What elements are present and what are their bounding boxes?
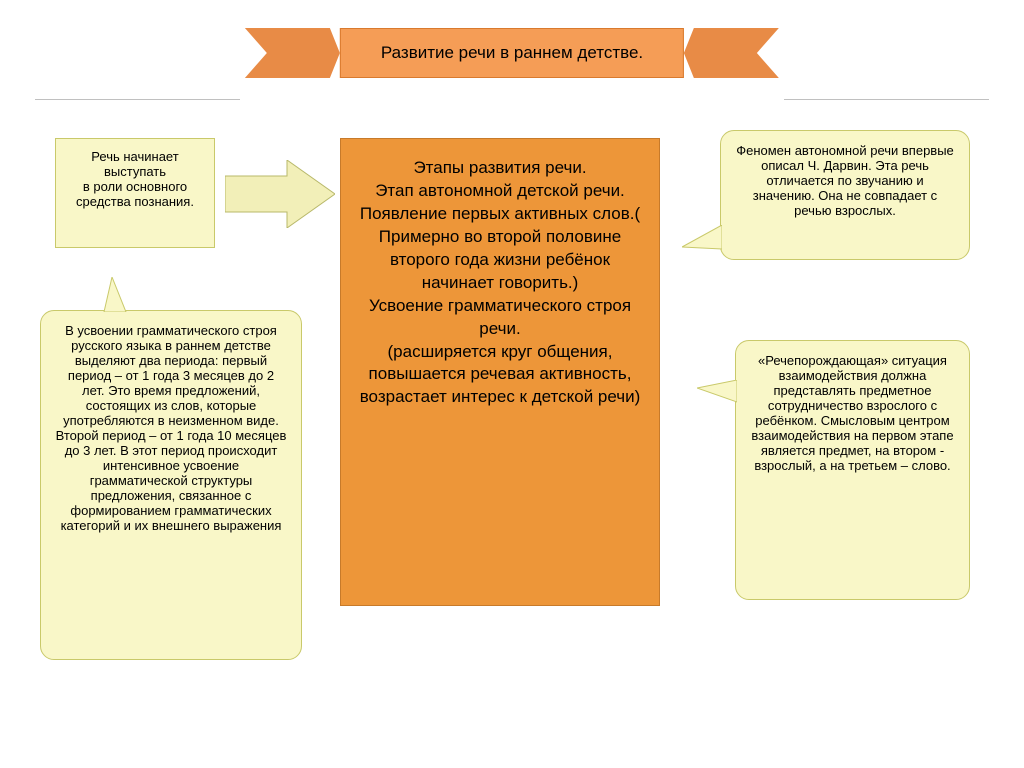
speech-gen-callout: «Речепорождающая» ситуация взаимодействи… [735,340,970,600]
ribbon-right-icon [684,28,779,78]
ribbon-left-icon [245,28,340,78]
speech-role-text: Речь начинает выступать в роли основного… [68,149,202,209]
darwin-callout: Феномен автономной речи впервые описал Ч… [720,130,970,260]
grammar-callout-tail-icon [100,277,130,312]
speech-role-box: Речь начинает выступать в роли основного… [55,138,215,248]
speech-gen-text: «Речепорождающая» ситуация взаимодействи… [750,353,955,473]
grammar-periods-callout: В усвоении грамматического строя русског… [40,310,302,660]
stages-central-text: Этапы развития речи. Этап автономной дет… [357,157,643,409]
title-text: Развитие речи в раннем детстве. [340,28,684,78]
title-banner: Развитие речи в раннем детстве. [245,28,779,78]
arrow-icon [225,160,335,233]
grammar-periods-text: В усвоении грамматического строя русског… [55,323,287,533]
stages-central-box: Этапы развития речи. Этап автономной дет… [340,138,660,606]
darwin-callout-text: Феномен автономной речи впервые описал Ч… [735,143,955,218]
speech-gen-callout-tail-icon [697,380,737,408]
darwin-callout-tail-icon [682,225,722,255]
divider-left [35,99,240,100]
divider-right [784,99,989,100]
